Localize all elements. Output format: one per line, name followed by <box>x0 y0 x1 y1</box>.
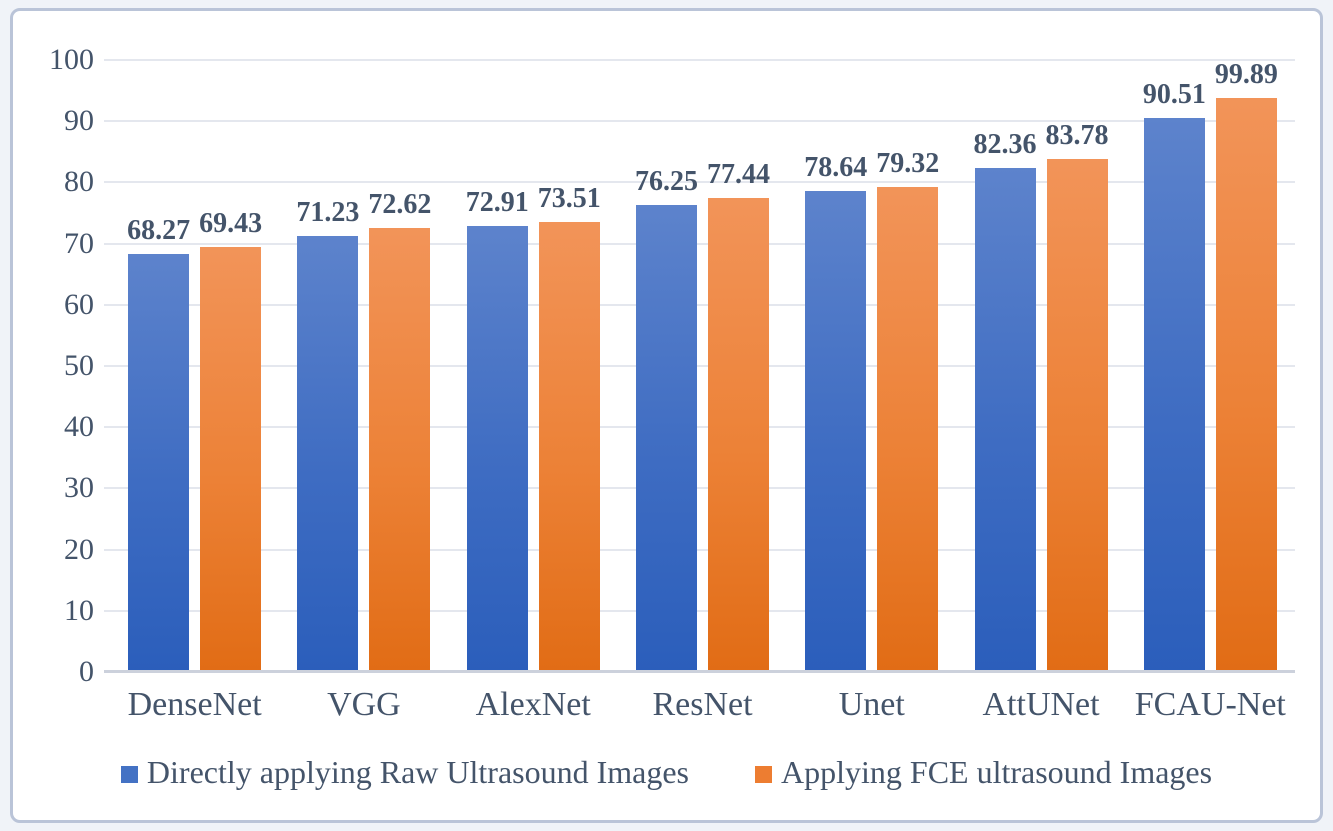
x-axis-baseline <box>104 670 1295 673</box>
gridline-30 <box>104 487 1295 490</box>
bar-unit-DenseNet-series1: 69.43 <box>199 60 262 672</box>
bar-VGG-series1 <box>369 227 431 672</box>
bar-group-AlexNet: 72.91 73.51 <box>449 60 618 672</box>
y-tick-label-80: 80 <box>64 165 94 199</box>
x-label-DenseNet: DenseNet <box>127 686 262 723</box>
y-tick-label-50: 50 <box>64 349 94 382</box>
bar-FCAU-Net-series1 <box>1215 98 1277 672</box>
bar-group-ResNet: 76.25 77.44 <box>618 60 787 672</box>
y-tick-label-90: 90 <box>64 104 94 138</box>
bar-VGG-series0 <box>297 236 359 672</box>
bar-Unet-series0 <box>805 190 867 672</box>
bar-unit-VGG-series1: 72.62 <box>368 60 431 672</box>
bar-group-FCAU-Net: 90.51 99.89 <box>1126 60 1295 672</box>
data-label-FCAU-Net-series0: 90.51 <box>1142 79 1206 111</box>
bar-unit-Unet-series1: 79.32 <box>876 60 939 672</box>
bar-group-Unet: 78.64 79.32 <box>787 60 956 672</box>
bar-DenseNet-series1 <box>200 247 262 672</box>
bar-unit-DenseNet-series0: 68.27 <box>127 60 190 672</box>
plot-area: 0 10 20 30 40 50 60 70 80 90 100 68.27 69.43 71.23 72… <box>49 43 1295 688</box>
bar-group-VGG: 71.23 72.62 <box>279 60 448 672</box>
legend-label-fce: Applying FCE ultrasound Images <box>781 754 1213 790</box>
gridline-60 <box>104 303 1295 306</box>
bar-FCAU-Net-series0 <box>1143 118 1205 672</box>
x-label-ResNet: ResNet <box>652 686 753 723</box>
y-tick-label-100: 100 <box>49 43 94 76</box>
y-tick-label-70: 70 <box>64 226 94 260</box>
x-label-AttUNet: AttUNet <box>982 686 1100 723</box>
x-axis: DenseNet VGG AlexNet ResNet Unet AttUNet FCAU-… <box>110 686 1295 724</box>
legend-swatch-blue-icon <box>120 765 138 783</box>
bar-unit-Unet-series0: 78.64 <box>804 60 867 672</box>
bars-layer: 68.27 69.43 71.23 72.62 72.91 73.51 76.25 77.44… <box>110 60 1295 672</box>
data-label-AlexNet-series0: 72.91 <box>465 186 529 218</box>
bar-AttUNet-series1 <box>1046 159 1108 672</box>
gridline-100 <box>104 59 1295 61</box>
gridline-40 <box>104 426 1295 429</box>
gridline-10 <box>104 609 1295 612</box>
data-label-DenseNet-series1: 69.43 <box>199 208 263 240</box>
gridline-80 <box>104 181 1295 184</box>
data-label-DenseNet-series0: 68.27 <box>127 215 191 247</box>
legend-item-fce: Applying FCE ultrasound Images <box>755 754 1212 791</box>
bar-AlexNet-series0 <box>466 225 528 672</box>
bar-Unet-series1 <box>877 186 939 672</box>
bar-group-DenseNet: 68.27 69.43 <box>110 60 279 672</box>
y-tick-label-40: 40 <box>64 410 94 444</box>
legend-swatch-orange-icon <box>755 765 772 783</box>
bar-AttUNet-series0 <box>974 167 1036 672</box>
x-label-VGG: VGG <box>327 686 401 723</box>
bar-ResNet-series1 <box>707 198 769 672</box>
x-label-FCAU-Net: FCAU-Net <box>1134 686 1286 723</box>
bar-DenseNet-series0 <box>128 254 190 672</box>
bar-unit-FCAU-Net-series0: 90.51 <box>1143 60 1206 672</box>
data-label-VGG-series1: 72.62 <box>368 188 432 220</box>
legend-item-raw: Directly applying Raw Ultrasound Images <box>120 754 689 791</box>
legend: Directly applying Raw Ultrasound Images … <box>13 754 1320 791</box>
bar-AlexNet-series1 <box>538 222 600 672</box>
data-label-AttUNet-series0: 82.36 <box>973 128 1037 160</box>
bar-unit-VGG-series0: 71.23 <box>296 60 359 672</box>
gridline-50 <box>104 365 1295 367</box>
data-label-VGG-series0: 71.23 <box>296 197 360 229</box>
gridline-90 <box>104 120 1295 123</box>
bar-unit-ResNet-series0: 76.25 <box>635 60 698 672</box>
legend-label-raw: Directly applying Raw Ultrasound Images <box>146 754 689 790</box>
bar-ResNet-series0 <box>635 205 697 672</box>
data-label-FCAU-Net-series1: 99.89 <box>1214 59 1278 90</box>
chart-frame: 0 10 20 30 40 50 60 70 80 90 100 68.27 69.43 71.23 72… <box>10 8 1323 823</box>
data-label-Unet-series0: 78.64 <box>804 151 868 183</box>
y-tick-label-60: 60 <box>64 287 94 321</box>
bar-unit-ResNet-series1: 77.44 <box>707 60 770 672</box>
data-label-AlexNet-series1: 73.51 <box>537 183 601 215</box>
x-label-AlexNet: AlexNet <box>475 686 591 723</box>
gridline-20 <box>104 548 1295 551</box>
bar-unit-FCAU-Net-series1: 99.89 <box>1215 60 1278 672</box>
bar-unit-AlexNet-series0: 72.91 <box>466 60 529 672</box>
data-label-Unet-series1: 79.32 <box>876 147 940 179</box>
y-tick-label-30: 30 <box>64 471 94 505</box>
bar-unit-AttUNet-series1: 83.78 <box>1046 60 1109 672</box>
data-label-ResNet-series1: 77.44 <box>706 159 770 191</box>
bar-unit-AttUNet-series0: 82.36 <box>974 60 1037 672</box>
bar-unit-AlexNet-series1: 73.51 <box>538 60 601 672</box>
y-tick-label-20: 20 <box>64 532 94 566</box>
data-label-ResNet-series0: 76.25 <box>634 166 698 198</box>
gridline-70 <box>104 242 1295 245</box>
y-tick-label-10: 10 <box>64 593 94 627</box>
x-label-Unet: Unet <box>838 686 905 723</box>
bar-group-AttUNet: 82.36 83.78 <box>956 60 1125 672</box>
data-label-AttUNet-series1: 83.78 <box>1045 120 1109 152</box>
y-tick-label-0: 0 <box>79 655 94 688</box>
